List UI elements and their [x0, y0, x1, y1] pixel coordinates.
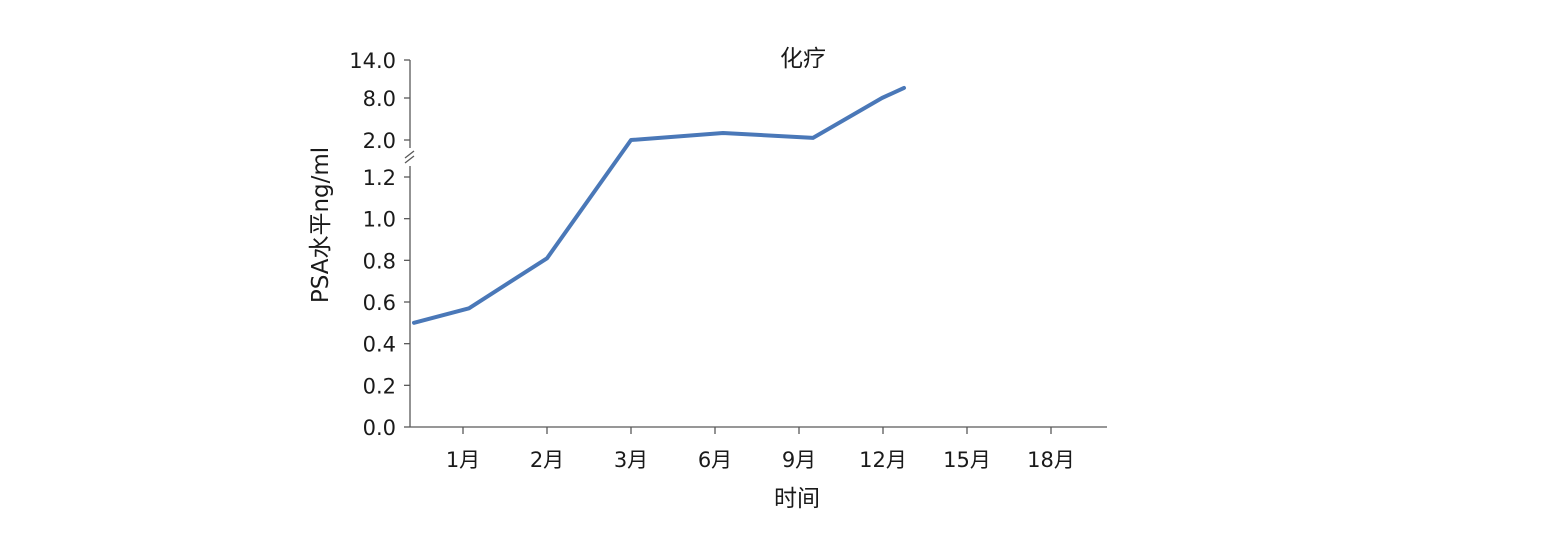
series-layer [412, 85, 906, 325]
y-axis-title: PSA水平ng/ml [308, 147, 334, 303]
x-tick-label: 15月 [943, 448, 991, 472]
x-tick-label: 6月 [698, 448, 732, 472]
y-tick-label: 1.0 [363, 208, 396, 232]
axis-break-mark [404, 150, 415, 159]
x-tick-label: 1月 [446, 448, 480, 472]
y-tick-label: 8.0 [363, 87, 396, 111]
y-tick-label: 0.6 [363, 291, 396, 315]
y-tick-label: 0.2 [363, 374, 396, 398]
x-tick-label: 18月 [1027, 448, 1075, 472]
x-axis-title: 时间 [774, 486, 820, 512]
x-axis: 1月 2月 3月 6月 9月 12月 15月 18月 [410, 426, 1107, 472]
chart-title: 化疗 [780, 46, 826, 72]
y-tick-label: 14.0 [349, 49, 396, 73]
x-tick-label: 3月 [614, 448, 648, 472]
y-tick-label: 0.0 [363, 416, 396, 440]
y-tick-label: 2.0 [363, 129, 396, 153]
x-tick-label: 9月 [782, 448, 816, 472]
x-tick-label: 2月 [530, 448, 564, 472]
x-tick-label: 12月 [859, 448, 907, 472]
y-tick-label: 1.2 [363, 166, 396, 190]
axis-break-mark [404, 155, 415, 164]
series-line [412, 85, 906, 325]
y-tick-label: 0.4 [363, 333, 396, 357]
y-axis: 0.0 0.2 0.4 0.6 0.8 1.0 1.2 2.0 8.0 14.0 [349, 49, 415, 440]
y-tick-label: 0.8 [363, 249, 396, 273]
